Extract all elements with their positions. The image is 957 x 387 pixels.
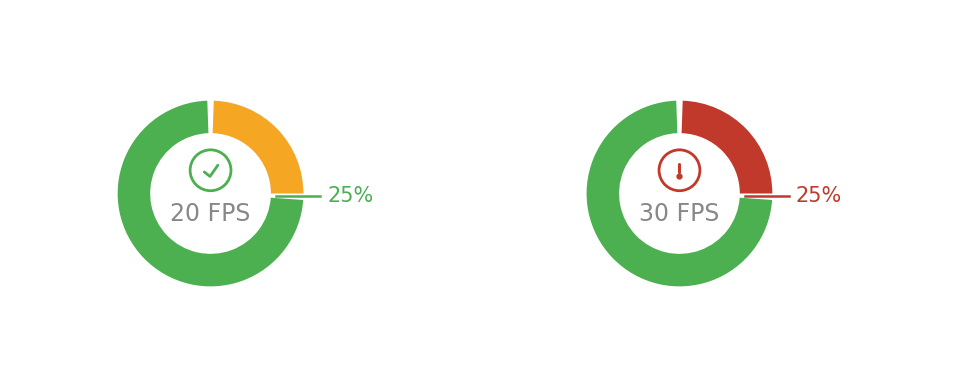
Wedge shape [681,101,772,194]
Wedge shape [587,101,772,286]
Wedge shape [212,101,303,194]
Text: 30 FPS: 30 FPS [639,202,720,226]
Text: 20 FPS: 20 FPS [170,202,251,226]
Wedge shape [118,101,303,286]
Text: 25%: 25% [796,186,842,206]
Text: 25%: 25% [327,186,373,206]
